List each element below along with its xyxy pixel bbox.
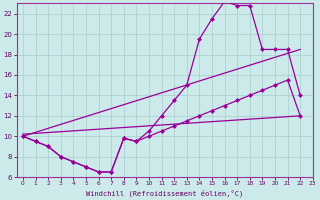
X-axis label: Windchill (Refroidissement éolien,°C): Windchill (Refroidissement éolien,°C) xyxy=(86,189,243,197)
